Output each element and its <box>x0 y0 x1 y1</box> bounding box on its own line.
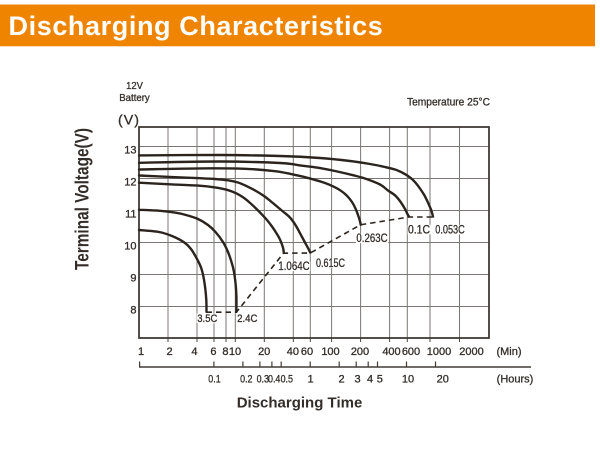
svg-text:20: 20 <box>258 346 270 358</box>
svg-text:0.4: 0.4 <box>268 374 280 386</box>
svg-text:200: 200 <box>351 346 369 358</box>
svg-text:0.1C: 0.1C <box>408 222 430 236</box>
svg-text:9: 9 <box>130 272 136 284</box>
svg-text:12V: 12V <box>126 80 143 92</box>
svg-text:3: 3 <box>354 374 360 386</box>
svg-text:6: 6 <box>210 346 216 358</box>
svg-text:600: 600 <box>402 346 420 358</box>
svg-text:13: 13 <box>124 144 136 156</box>
svg-text:0.263C: 0.263C <box>356 231 387 245</box>
svg-text:1000: 1000 <box>427 346 451 358</box>
svg-text:1.064C: 1.064C <box>278 259 310 273</box>
svg-text:(V): (V) <box>118 113 140 129</box>
svg-text:12: 12 <box>124 176 136 188</box>
svg-text:400: 400 <box>382 346 400 358</box>
svg-text:2.4C: 2.4C <box>237 313 257 325</box>
svg-text:Terminal Voltage(V): Terminal Voltage(V) <box>73 128 94 270</box>
svg-text:10: 10 <box>229 346 241 358</box>
svg-text:2: 2 <box>166 346 172 358</box>
svg-text:1: 1 <box>138 346 144 358</box>
svg-text:Discharging Characteristics: Discharging Characteristics <box>9 11 384 41</box>
svg-text:1: 1 <box>307 374 313 386</box>
svg-text:10: 10 <box>124 240 136 252</box>
svg-text:Temperature 25°C: Temperature 25°C <box>407 97 490 109</box>
svg-text:2000: 2000 <box>459 346 483 358</box>
svg-text:8: 8 <box>130 304 136 316</box>
svg-text:2: 2 <box>338 374 344 386</box>
svg-text:(Hours): (Hours) <box>497 374 534 386</box>
svg-text:Battery: Battery <box>119 92 150 104</box>
svg-text:4: 4 <box>191 346 197 358</box>
svg-text:Discharging Time: Discharging Time <box>237 395 363 412</box>
svg-text:60: 60 <box>301 346 313 358</box>
svg-text:3.5C: 3.5C <box>197 313 217 325</box>
svg-text:(Min): (Min) <box>496 346 521 358</box>
svg-text:5: 5 <box>377 374 383 386</box>
svg-text:20: 20 <box>437 374 449 386</box>
svg-text:40: 40 <box>287 346 299 358</box>
svg-text:0.053C: 0.053C <box>435 222 465 236</box>
svg-text:0.615C: 0.615C <box>316 256 345 270</box>
svg-text:8: 8 <box>222 346 228 358</box>
svg-text:0.1: 0.1 <box>208 374 220 386</box>
svg-text:0.2: 0.2 <box>240 374 252 386</box>
svg-text:0.5: 0.5 <box>281 374 293 386</box>
svg-text:100: 100 <box>321 346 339 358</box>
svg-text:10: 10 <box>402 374 414 386</box>
svg-text:0.3: 0.3 <box>257 374 269 386</box>
svg-text:11: 11 <box>125 208 136 220</box>
svg-text:4: 4 <box>367 374 373 386</box>
